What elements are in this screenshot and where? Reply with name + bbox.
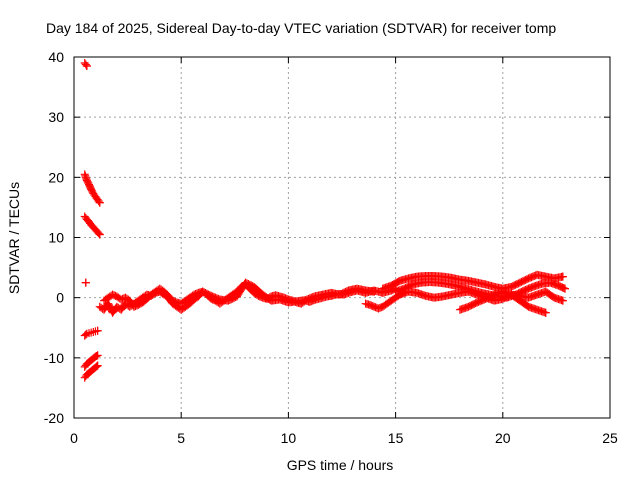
point-upper-arc bbox=[558, 272, 567, 281]
point-neg-6 bbox=[82, 329, 91, 338]
x-tick-label: 20 bbox=[495, 430, 511, 446]
point-middle-arc bbox=[560, 284, 569, 293]
y-axis-label: SDTVAR / TECUs bbox=[6, 182, 22, 294]
point-decay-13 bbox=[95, 230, 104, 239]
point-decay-20 bbox=[94, 197, 103, 206]
x-tick-label: 0 bbox=[70, 430, 78, 446]
grid bbox=[74, 57, 610, 418]
point-neg-10 bbox=[92, 352, 101, 361]
y-tick-label: -20 bbox=[44, 410, 64, 426]
point-neg-6 bbox=[93, 326, 102, 335]
y-tick-label: 30 bbox=[48, 109, 64, 125]
y-tick-label: 20 bbox=[48, 169, 64, 185]
point-neg-12 bbox=[93, 361, 102, 370]
y-tick-label: 40 bbox=[48, 49, 64, 65]
point-decay-20 bbox=[95, 198, 104, 207]
point-neg-6 bbox=[91, 327, 100, 336]
x-tick-label: 25 bbox=[602, 430, 618, 446]
point-neg-12 bbox=[92, 362, 101, 371]
x-tick-label: 5 bbox=[177, 430, 185, 446]
point-dip-14 bbox=[398, 288, 407, 297]
point-middle-arc bbox=[559, 284, 568, 293]
y-tick-label: 10 bbox=[48, 230, 64, 246]
point-outlier-high bbox=[82, 62, 91, 71]
point-dip-14 bbox=[400, 287, 409, 296]
x-axis-label: GPS time / hours bbox=[287, 457, 394, 473]
y-tick-label: 0 bbox=[56, 290, 64, 306]
point-descending-tail bbox=[541, 308, 550, 317]
point-neg-6 bbox=[89, 327, 98, 336]
chart-title: Day 184 of 2025, Sidereal Day-to-day VTE… bbox=[46, 20, 556, 36]
point-outlier-mid bbox=[81, 278, 90, 287]
point-lower-arc bbox=[558, 296, 567, 305]
axis-ticks: 0 5 10 15 20 25 -20 -10 0 10 20 30 40 bbox=[44, 49, 618, 446]
point-neg-10 bbox=[93, 351, 102, 360]
y-tick-label: -10 bbox=[44, 350, 64, 366]
point-outlier-high bbox=[81, 60, 90, 69]
point-decay-13 bbox=[94, 229, 103, 238]
data-points bbox=[80, 59, 569, 382]
x-tick-label: 10 bbox=[281, 430, 297, 446]
point-main-lower bbox=[370, 287, 379, 296]
x-tick-label: 15 bbox=[388, 430, 404, 446]
